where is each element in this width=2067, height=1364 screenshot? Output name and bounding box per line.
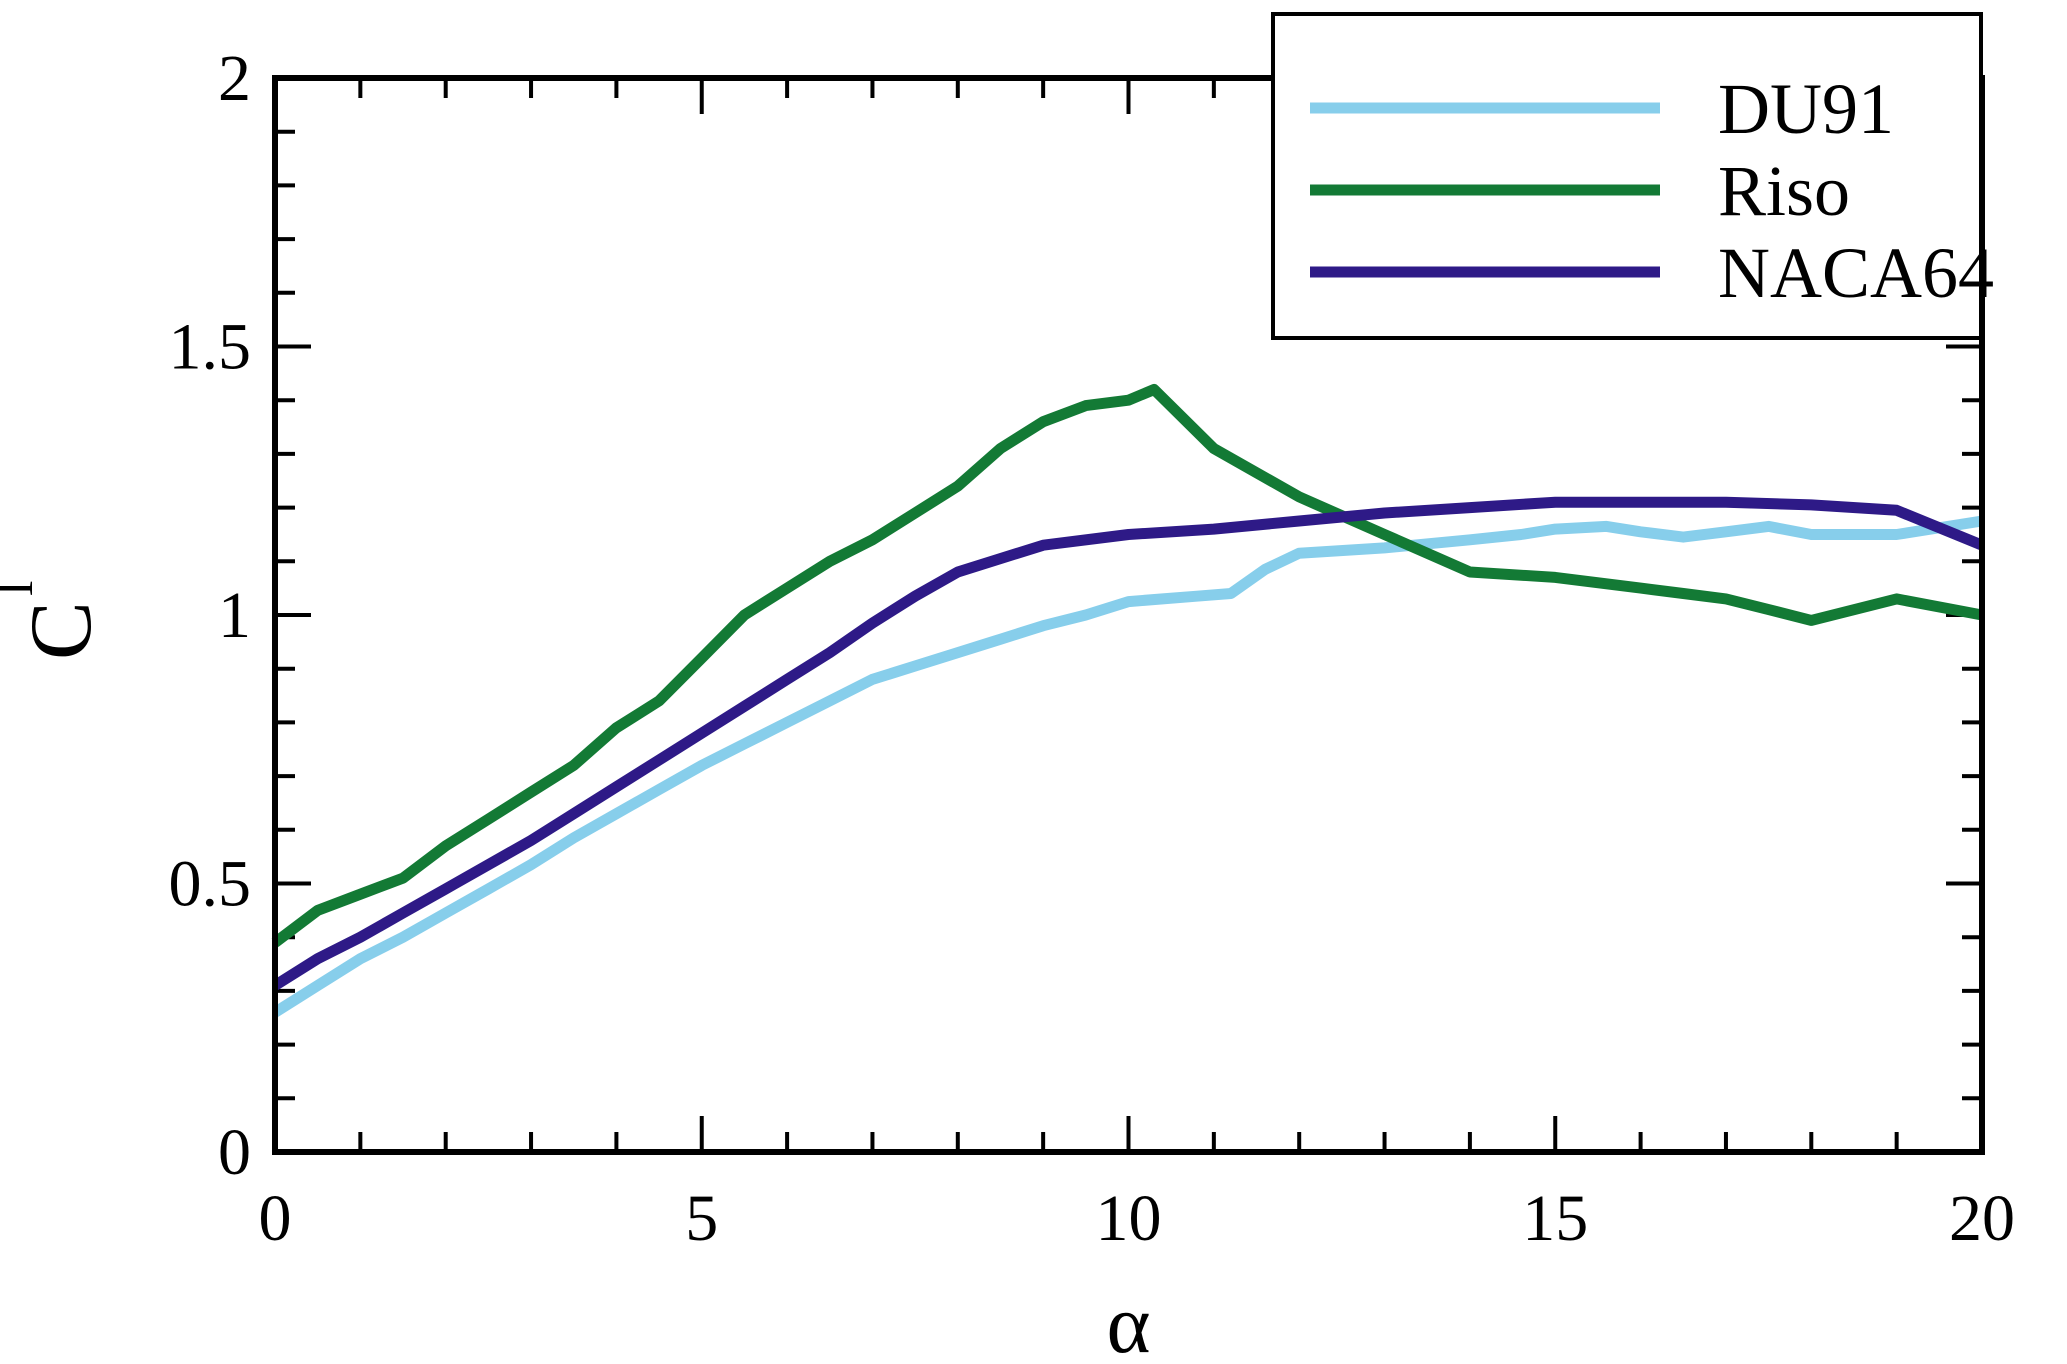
series-lines xyxy=(271,384,1985,1018)
y-axis-title-subscript: l xyxy=(0,580,45,596)
y-tick-label: 0.5 xyxy=(169,848,252,921)
series-line-naca64 xyxy=(272,496,1985,991)
legend-item-naca64: NACA64 xyxy=(1310,233,1994,313)
y-axis-title-main: C xyxy=(13,601,110,660)
x-tick-label: 15 xyxy=(1522,1182,1588,1255)
tick-labels: 0 5 10 15 20 0 0.5 1 1.5 2 xyxy=(169,42,2016,1255)
x-tick-label: 20 xyxy=(1949,1182,2015,1255)
series-line-riso xyxy=(271,384,1984,947)
legend-item-riso: Riso xyxy=(1310,151,1850,231)
legend-box xyxy=(1271,12,1983,340)
y-tick-label: 1 xyxy=(218,579,251,652)
x-tick-label: 5 xyxy=(685,1182,718,1255)
legend-item-du91: DU91 xyxy=(1310,69,1894,149)
series-line-du91 xyxy=(272,515,1983,1018)
legend-label: NACA64 xyxy=(1718,233,1994,313)
plot-area-frame xyxy=(272,75,1985,1155)
y-tick-label: 0 xyxy=(218,1116,251,1189)
legend-label: Riso xyxy=(1718,151,1850,231)
legend-label: DU91 xyxy=(1718,69,1894,149)
y-tick-label: 1.5 xyxy=(169,311,252,384)
y-tick-label: 2 xyxy=(218,42,251,115)
x-tick-label: 0 xyxy=(259,1182,292,1255)
y-axis-title: C l xyxy=(0,580,110,660)
x-axis-title: α xyxy=(1106,1278,1150,1364)
x-tick-label: 10 xyxy=(1096,1182,1162,1255)
